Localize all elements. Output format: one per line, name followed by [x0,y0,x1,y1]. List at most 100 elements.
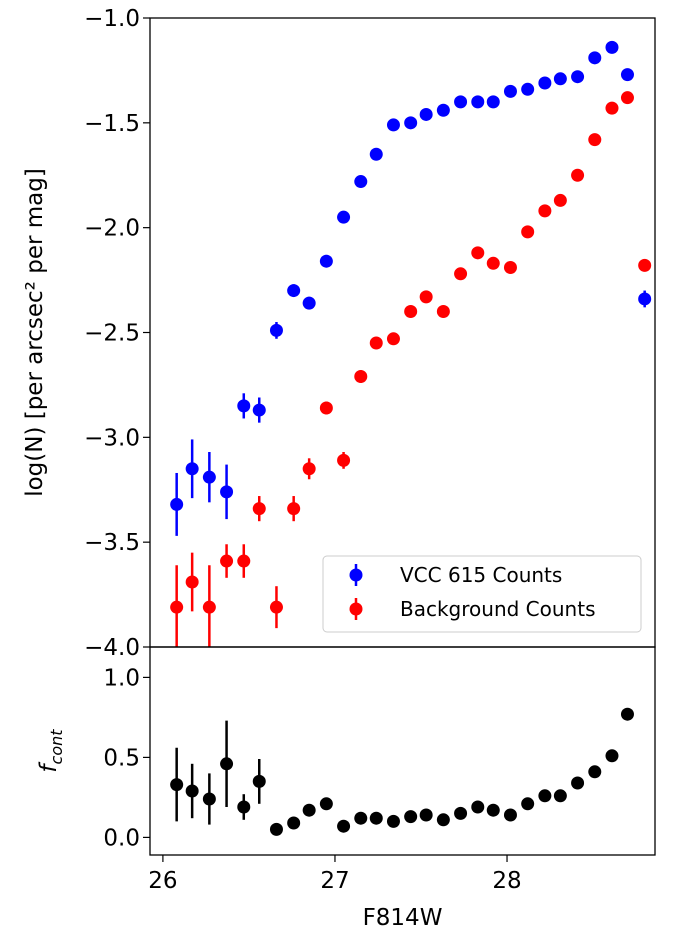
data-point [252,403,266,417]
data-point [605,101,619,115]
data-point [319,254,333,268]
data-point [302,462,316,476]
data-point [571,70,585,84]
data-point [319,401,333,415]
data-point [185,462,199,476]
data-point [454,267,468,281]
data-point [269,600,283,614]
data-point [454,95,468,109]
data-point [588,765,602,779]
data-point [302,803,316,817]
data-point [486,95,500,109]
data-point [553,193,567,207]
x-tick-label: 26 [148,868,177,894]
y-tick-label: −2.5 [84,321,140,347]
data-point [202,600,216,614]
x-axis-label: F814W [363,905,443,931]
data-point [454,806,468,820]
data-point [386,332,400,346]
data-point [521,82,535,96]
data-point [588,133,602,147]
data-point [337,210,351,224]
data-point [419,808,433,822]
data-point [237,399,251,413]
data-point [202,470,216,484]
data-point [436,103,450,117]
data-point [220,554,234,568]
data-point [471,800,485,814]
data-point [386,118,400,132]
data-point [386,814,400,828]
data-point [620,91,634,105]
data-point [337,453,351,467]
y-tick-label: −2.0 [84,216,140,242]
y-tick-label: 1.0 [103,665,140,691]
data-point [538,204,552,218]
data-point [287,816,301,830]
data-point [354,370,368,384]
data-point [471,246,485,260]
data-point [503,84,517,98]
data-point [252,502,266,516]
y-tick-label: 0.5 [103,745,140,771]
data-point [202,792,216,806]
y-tick-label: −1.5 [84,111,140,137]
y-tick-label: −3.5 [84,530,140,556]
y-axis-label: fcont [36,729,66,773]
y-axis-label-main: f [36,762,62,773]
data-point [436,813,450,827]
data-point [620,707,634,721]
data-point [553,72,567,86]
data-point [571,168,585,182]
y-tick-label: −1.0 [84,6,140,32]
data-point [237,800,251,814]
data-point [185,784,199,798]
data-point [605,40,619,54]
data-point [319,797,333,811]
data-point [588,51,602,65]
data-point [369,811,383,825]
data-point [170,497,184,511]
data-point [302,296,316,310]
data-point [354,175,368,189]
data-point [287,502,301,516]
axes-frame [149,646,656,856]
y-tick-label: −4.0 [84,635,140,661]
data-point [170,778,184,792]
data-point [269,822,283,836]
data-point [337,819,351,833]
x-tick-label: 28 [492,868,521,894]
y-axis-label: log(N) [per arcsec² per mag] [22,168,48,497]
data-point [553,789,567,803]
data-point [170,600,184,614]
data-point [369,147,383,161]
plot-area [170,40,652,647]
data-point [252,774,266,788]
data-point [220,485,234,499]
legend-label: VCC 615 Counts [400,563,562,587]
legend-box [322,555,642,633]
data-point [538,76,552,90]
data-point [486,256,500,270]
data-point [369,336,383,350]
data-point [269,323,283,337]
data-point [354,811,368,825]
data-point [404,810,418,824]
data-point [471,95,485,109]
data-point [185,575,199,589]
x-tick-label: 27 [320,868,349,894]
plot-area [170,707,634,836]
data-point [605,749,619,763]
data-point [419,107,433,121]
data-point [503,808,517,822]
data-point [503,261,517,275]
data-point [638,292,652,306]
y-axis-label-sub: cont [47,729,66,765]
data-point [538,789,552,803]
legend-marker [349,602,363,616]
data-point [521,797,535,811]
data-point [220,757,234,771]
data-point [620,68,634,82]
legend-marker [349,568,363,582]
